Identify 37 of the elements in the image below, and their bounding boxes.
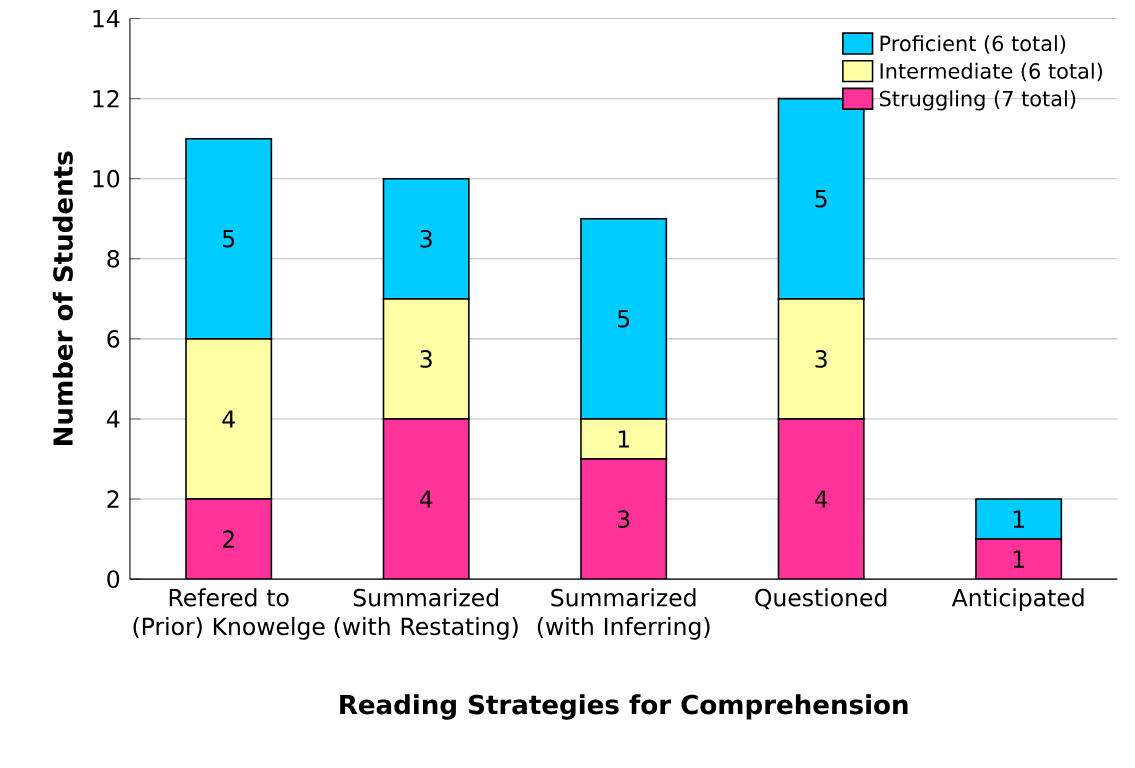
bar [382, 417, 470, 579]
data-label: 3 [815, 349, 827, 368]
bar [777, 417, 865, 579]
y-tick-label: 14 [93, 9, 120, 27]
x-axis-title: Reading Strategies for Comprehension [340, 693, 908, 720]
data-label: 1 [618, 430, 629, 448]
legend-label: Proficient (6 total) [880, 34, 1066, 54]
data-label: 3 [618, 509, 630, 528]
bar [580, 458, 668, 579]
data-label: 2 [222, 530, 234, 548]
y-tick-label: 4 [106, 410, 120, 428]
data-label: 5 [815, 189, 827, 208]
y-axis-title: Number of Students [52, 151, 73, 445]
data-label: 1 [1013, 550, 1024, 568]
data-label: 3 [420, 229, 432, 248]
x-tick-label: Summarized (with Restating) [334, 588, 518, 640]
data-label: 4 [419, 490, 433, 508]
x-tick-label: Anticipated [951, 588, 1084, 611]
x-tick-label: Summarized (with Inferring) [537, 588, 710, 640]
bar [185, 498, 273, 579]
bar [975, 538, 1063, 579]
y-tick-label: 8 [107, 249, 120, 268]
x-tick-label: Questioned [755, 588, 887, 609]
data-label: 5 [223, 229, 235, 248]
y-tick-label: 12 [93, 89, 119, 108]
y-tick-label: 10 [93, 169, 120, 188]
y-tick-label: 0 [107, 570, 120, 588]
data-label: 3 [420, 349, 432, 368]
y-tick-label: 2 [107, 490, 119, 508]
legend-label: Struggling (7 total) [879, 90, 1076, 111]
legend-label: Intermediate (6 total) [880, 62, 1103, 82]
data-label: 1 [1013, 510, 1024, 528]
data-label: 5 [618, 309, 630, 328]
data-label: 4 [814, 490, 828, 508]
x-tick-label: Refered to (Prior) Knowelge [133, 588, 325, 640]
data-label: 4 [222, 410, 235, 428]
y-tick-label: 6 [107, 329, 120, 348]
